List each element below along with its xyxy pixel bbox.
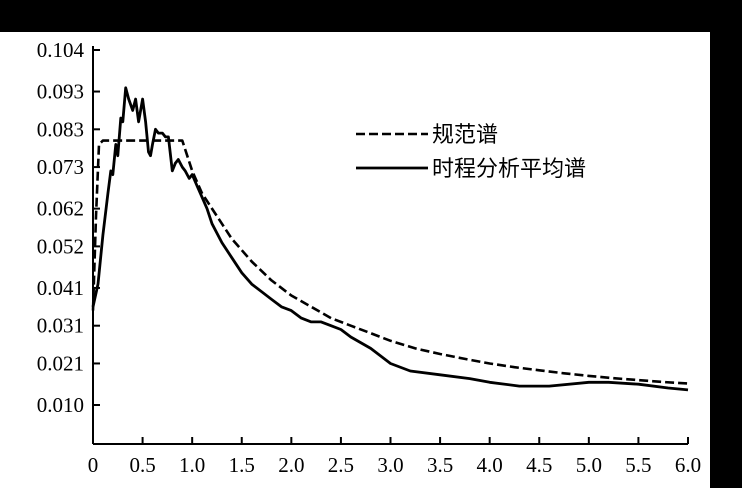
series-line-average-spectrum xyxy=(91,86,689,392)
x-tick-label: 5.0 xyxy=(576,453,602,477)
y-tick-label: 0.093 xyxy=(37,80,84,104)
x-tick-label: 4.5 xyxy=(526,453,552,477)
x-tick-label: 2.0 xyxy=(278,453,304,477)
ticks: 0 0.5 1.0 1.5 2.0 2.5 3.0 3.5 4.0 4.5 5.0 5.5 6.0 0.0… xyxy=(37,38,701,477)
x-tick-label: 5.5 xyxy=(625,453,651,477)
legend-label: 规范谱 xyxy=(432,123,498,148)
x-tick-label: 3.0 xyxy=(377,453,403,477)
series-line-code-spectrum xyxy=(91,139,689,385)
y-tick-label: 0.083 xyxy=(37,117,84,141)
x-tick-label: 4.0 xyxy=(477,453,503,477)
x-tick-label: 6.0 xyxy=(675,453,701,477)
y-tick-label: 0.031 xyxy=(37,314,84,338)
chart-panel xyxy=(0,32,710,488)
series-layer xyxy=(91,86,689,392)
legend-label: 时程分析平均谱 xyxy=(432,157,586,182)
x-tick-label: 0 xyxy=(88,453,99,477)
x-tick-label: 0.5 xyxy=(129,453,155,477)
y-tick-label: 0.021 xyxy=(37,351,84,375)
y-tick-label: 0.104 xyxy=(37,38,85,62)
x-tick-label: 1.5 xyxy=(229,453,255,477)
y-tick-label: 0.041 xyxy=(37,276,84,300)
y-tick-label: 0.052 xyxy=(37,234,84,258)
y-tick-label: 0.073 xyxy=(37,155,84,179)
y-tick-label: 0.010 xyxy=(37,393,84,417)
x-tick-label: 2.5 xyxy=(328,453,354,477)
x-tick-label: 1.0 xyxy=(179,453,205,477)
y-tick-label: 0.062 xyxy=(37,197,84,221)
x-tick-label: 3.5 xyxy=(427,453,453,477)
